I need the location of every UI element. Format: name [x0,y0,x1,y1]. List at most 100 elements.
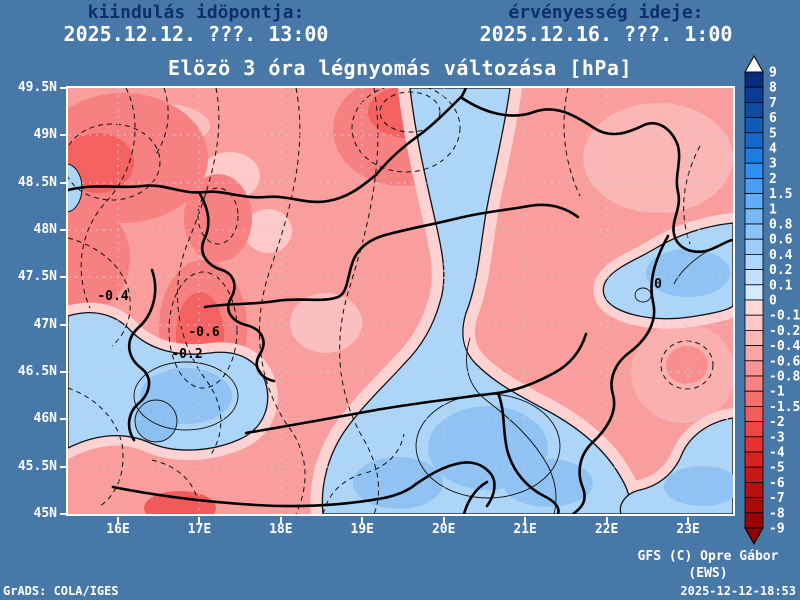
colorbar-tick-label: 5 [769,126,777,141]
colorbar-segment [744,375,764,392]
colorbar-tick-label: 3 [769,157,777,172]
colorbar-segment [744,466,764,483]
lon-tick-label: 18E [269,522,293,537]
contour-labels: -0.4 -0.6 -0.2 0 [97,277,662,362]
country-borders [68,88,733,514]
colorbar-overflow-down-triangle [744,527,764,546]
colorbar-tick-label: -0.6 [769,354,800,369]
lon-tick-label: 16E [106,522,130,537]
colorbar-segment [744,451,764,468]
colorbar-segment [744,132,764,149]
colorbar-tick-label: -9 [769,522,785,537]
lon-tick-mark [442,517,445,523]
lon-tick-mark [279,517,282,523]
contour-value-label: -0.4 [97,289,128,304]
colorbar-segment [744,223,764,240]
lat-tick-label: 46.5N [17,363,57,379]
lat-tick-label: 49.5N [17,80,57,95]
colorbar-segment [744,360,764,377]
colorbar-segment [744,178,764,195]
contour-value-label: -0.2 [171,347,202,362]
grid-lines [68,88,733,514]
colorbar-segment [744,314,764,331]
lat-tick-label: 45N [33,505,57,521]
model-credit-line1: GFS (C) Opre Gábor [637,549,779,564]
lon-tick-mark [117,517,119,523]
creation-timestamp: 2025-12-12-18:53 [680,584,796,598]
valid-time-value: 2025.12.16. ???. 1:00 [479,22,733,46]
lon-tick-mark [198,517,201,523]
colorbar-tick-label: -1.5 [769,400,800,415]
colorbar-segment [744,238,764,255]
colorbar: 987654321.510.80.60.40.20.10-0.1-0.2-0.4… [744,54,800,546]
colorbar-tick-label: 2 [769,172,777,187]
lon-tick-label: 21E [513,522,537,537]
colorbar-segment [744,390,764,407]
colorbar-tick-label: -0.4 [769,339,800,354]
colorbar-tick-label: -6 [769,476,785,491]
model-credit-line2: (EWS) [688,566,728,581]
colorbar-segment [744,345,764,362]
colorbar-tick-label: 0 [769,294,777,309]
model-credit: GFS (C) Opre Gábor (EWS) [618,548,798,582]
colorbar-tick-label: -1 [769,385,785,400]
colorbar-tick-label: 4 [769,142,777,157]
map-title: Elözö 3 óra légnyomás változása [hPa] [167,56,633,80]
weather-map: -0.4 -0.6 -0.2 0 [68,88,733,514]
colorbar-tick-label: -0.2 [769,324,800,339]
colorbar-tick-label: -4 [769,446,785,461]
colorbar-segment [744,269,764,286]
colorbar-segment [744,86,764,103]
lat-tick-label: 45.5N [17,458,57,474]
colorbar-tick-label: -0.1 [769,309,800,324]
lon-tick-mark [361,517,364,523]
lat-tick-label: 48N [33,221,57,237]
colorbar-tick-label: -5 [769,461,785,476]
lon-tick-label: 17E [187,522,212,537]
lat-tick-label: 46N [33,411,57,427]
colorbar-segment [744,512,764,529]
map-frame: -0.4 -0.6 -0.2 0 [66,86,735,516]
colorbar-tick-label: -2 [769,415,785,430]
colorbar-segment [744,284,764,301]
lon-tick-mark [605,517,608,523]
colorbar-segment [744,162,764,179]
colorbar-tick-label: 0.4 [769,248,793,263]
colorbar-tick-label: -8 [769,506,785,521]
lon-tick-label: 20E [431,522,456,537]
lon-tick-label: 23E [676,522,700,537]
lon-tick-mark [524,517,527,523]
colorbar-segment [744,208,764,225]
colorbar-tick-label: 9 [769,66,777,81]
grads-version-text: GrADS: COLA/IGES [3,584,119,598]
colorbar-tick-label: -0.8 [769,370,800,385]
colorbar-segment [744,193,764,210]
lon-tick-mark [687,517,689,523]
lat-tick-label: 47.5N [17,269,57,285]
colorbar-segment [744,481,764,498]
colorbar-tick-label: 0.8 [769,218,793,233]
colorbar-tick-label: 6 [769,111,777,126]
colorbar-segment [744,147,764,164]
colorbar-tick-label: 0.1 [769,278,793,293]
colorbar-tick-label: 7 [769,96,777,111]
colorbar-segment [744,497,764,514]
colorbar-segment [744,253,764,270]
colorbar-tick-label: 1 [769,202,777,217]
init-time-value: 2025.12.12. ???. 13:00 [63,22,329,46]
contour-value-label: 0 [654,277,662,292]
lon-tick-label: 19E [350,522,375,537]
colorbar-segment [744,421,764,438]
colorbar-tick-label: 0.2 [769,263,792,278]
colorbar-segment [744,71,764,88]
lat-tick-label: 47N [33,316,57,332]
init-time-label: kiindulás idöpontja: [87,2,305,23]
colorbar-tick-label: 8 [769,81,777,96]
colorbar-tick-label: -7 [769,491,785,506]
colorbar-segment [744,117,764,134]
colorbar-segment [744,102,764,119]
colorbar-segment [744,436,764,453]
lon-tick-label: 22E [594,522,619,537]
colorbar-segment [744,299,764,316]
